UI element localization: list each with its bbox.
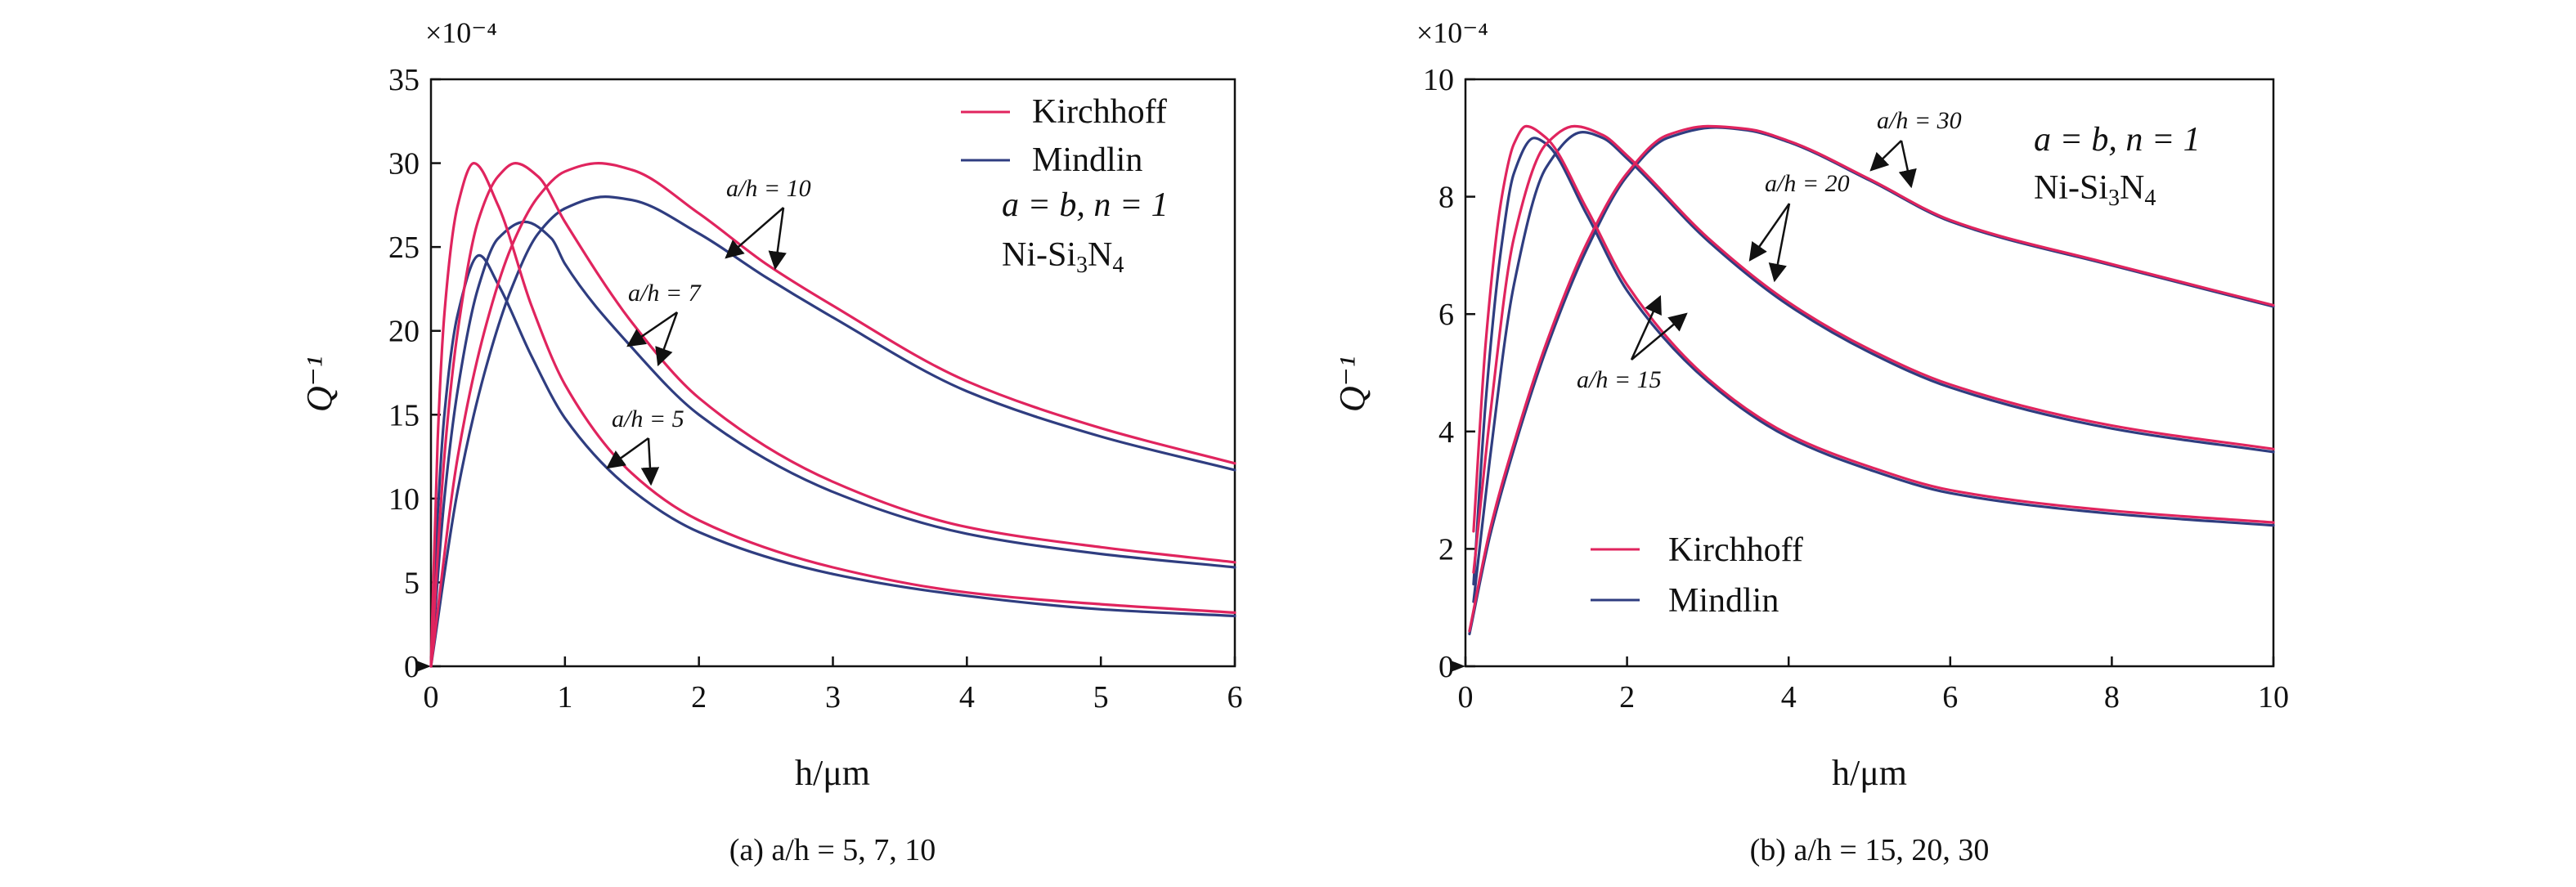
x-tick-label: 0 [1458, 680, 1474, 715]
annotation-ah30-arrow-2 [1898, 140, 1917, 189]
y-tick-label: 6 [1438, 298, 1454, 332]
x-tick-label: 4 [1781, 680, 1797, 715]
note-condition: a = b, n = 1 [2034, 121, 2201, 159]
legend-mindlin-label: Mindlin [1032, 141, 1142, 179]
legend: Kirchhoff Mindlin [1591, 531, 1803, 620]
annotation-ah30: a/h = 30 [1877, 107, 1962, 134]
series-line-kirchhoff-15 [1472, 124, 2275, 533]
series-line-kirchhoff-20 [1472, 124, 2275, 574]
x-tick-label: 8 [2104, 680, 2120, 715]
y-tick-label: 8 [1438, 181, 1454, 215]
annotation-ah20-arrow-1 [1748, 203, 1791, 262]
y-tick-label: 30 [388, 147, 420, 181]
y-tick-label: 2 [1438, 532, 1454, 567]
annotation-ah7: a/h = 7 [628, 280, 702, 307]
series-line-mindlin-10 [429, 195, 1236, 668]
x-tick-label: 6 [1942, 680, 1958, 715]
x-tick-label: 0 [424, 680, 439, 715]
legend-kirchhoff-label: Kirchhoff [1668, 531, 1803, 569]
y-tick-label: 15 [388, 398, 420, 432]
x-tick-label: 1 [557, 680, 572, 715]
annotation-ah5-arrow-2 [640, 437, 660, 486]
y-tick-label: 0 [404, 650, 420, 684]
plot-frame [1464, 78, 2275, 668]
y-axis-title: Q⁻¹ [299, 356, 339, 412]
annotation-ah20-arrow-2 [1768, 203, 1791, 283]
series-line-mindlin-5 [429, 253, 1236, 668]
series-line-mindlin-15 [1472, 137, 2275, 586]
annotation-ah10-arrow-1 [725, 207, 784, 259]
axis-ticks: 0 2 4 6 8 10 0 2 4 6 8 10 [1423, 63, 2289, 715]
x-tick-label: 6 [1227, 680, 1243, 715]
series-line-kirchhoff-7 [429, 162, 1236, 668]
y-multiplier: ×10⁻⁴ [425, 16, 497, 49]
y-tick-label: 25 [388, 231, 420, 265]
y-tick-label: 10 [388, 482, 420, 517]
annotation-ah5: a/h = 5 [612, 405, 684, 432]
x-tick-label: 2 [1619, 680, 1635, 715]
x-tick-label: 4 [959, 680, 975, 715]
series-group [429, 162, 1236, 668]
panel-b: ×10⁻⁴ Q⁻¹ h/μm 0 2 4 6 8 10 0 2 4 6 8 10 Kirchhoff … [1332, 16, 2289, 867]
annotation-ah7-arrow-1 [626, 311, 678, 347]
y-tick-label: 4 [1438, 415, 1454, 450]
series-line-mindlin-7 [429, 220, 1236, 668]
annotation-ah5-arrow-1 [606, 437, 649, 469]
series-line-kirchhoff-10 [429, 162, 1236, 668]
x-tick-label: 2 [691, 680, 707, 715]
series-line-mindlin-20 [1472, 131, 2275, 603]
y-tick-label: 5 [404, 566, 420, 600]
annotation-ah30-arrow-1 [1869, 140, 1902, 172]
legend: Kirchhoff Mindlin [961, 93, 1167, 179]
annotation-ah10: a/h = 10 [726, 175, 811, 202]
note-material: Ni-Si3N4 [1002, 236, 1124, 278]
annotation-ah7-arrow-2 [655, 311, 679, 367]
y-tick-label: 20 [388, 315, 420, 349]
y-tick-label: 0 [1438, 650, 1454, 684]
x-tick-label: 3 [825, 680, 841, 715]
x-axis-title: h/μm [795, 753, 870, 793]
legend-mindlin-label: Mindlin [1668, 582, 1779, 620]
caption: (b) a/h = 15, 20, 30 [1750, 833, 1990, 867]
caption: (a) a/h = 5, 7, 10 [729, 833, 936, 867]
series-line-kirchhoff-30 [1468, 124, 2275, 633]
annotation-ah15: a/h = 15 [1577, 366, 1662, 393]
legend-kirchhoff-label: Kirchhoff [1032, 93, 1167, 131]
x-tick-label: 10 [2258, 680, 2289, 715]
series-line-kirchhoff-5 [429, 162, 1236, 668]
y-tick-label: 10 [1423, 63, 1454, 97]
note-condition: a = b, n = 1 [1002, 186, 1169, 224]
y-multiplier: ×10⁻⁴ [1416, 16, 1488, 49]
annotation-ah15-arrow-1 [1630, 294, 1662, 361]
y-tick-label: 35 [388, 63, 420, 97]
note-material: Ni-Si3N4 [2034, 169, 2156, 211]
y-axis-title: Q⁻¹ [1332, 356, 1372, 412]
origin-marker [1451, 661, 1465, 672]
series-group [1468, 124, 2275, 636]
annotation-ah20: a/h = 20 [1765, 170, 1850, 197]
origin-marker [416, 661, 431, 672]
annotation-ah10-arrow-2 [768, 207, 787, 271]
x-axis-title: h/μm [1832, 753, 1907, 793]
x-tick-label: 5 [1093, 680, 1109, 715]
annotation-ah15-arrow-2 [1631, 312, 1688, 361]
panel-a: ×10⁻⁴ Q⁻¹ h/μm 0 1 2 3 4 5 6 0 5 10 15 20 25 30 35 Kir… [299, 16, 1243, 867]
